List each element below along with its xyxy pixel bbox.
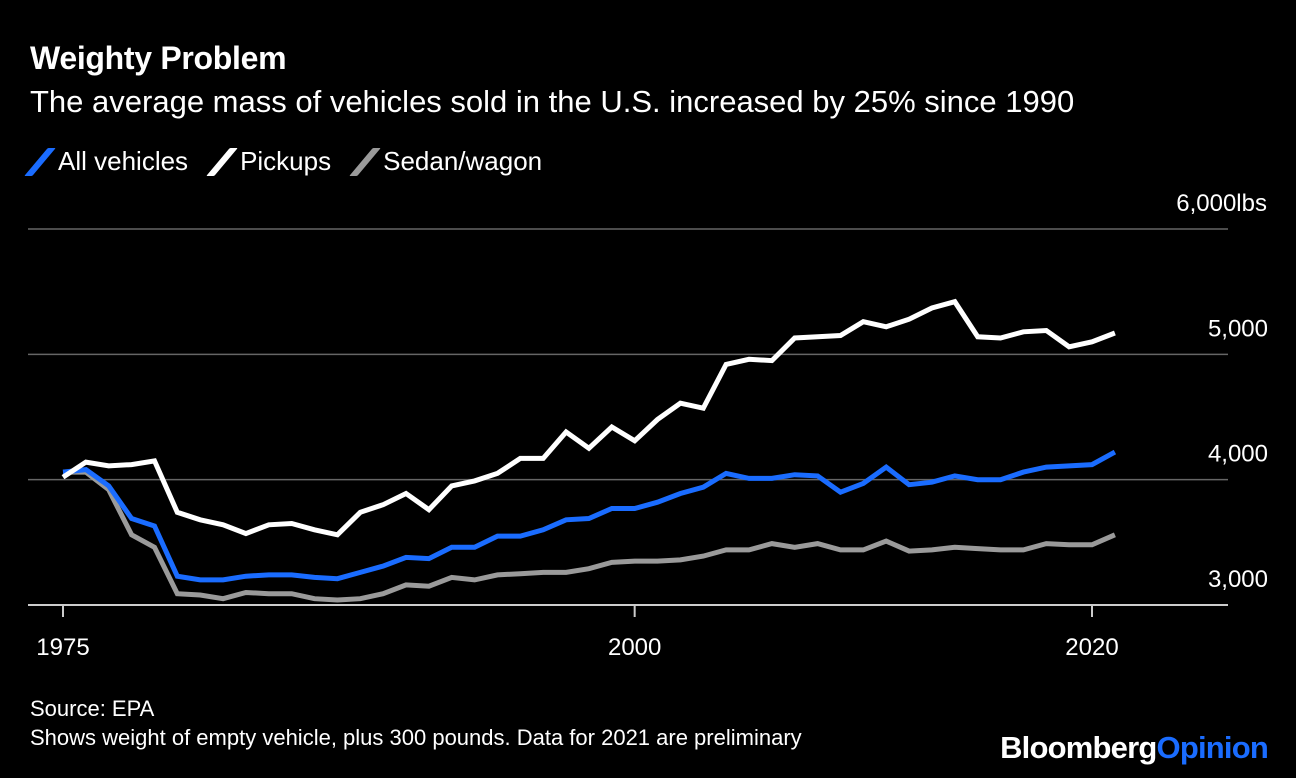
x-tick-label: 2000 <box>608 634 661 661</box>
chart-subtitle: The average mass of vehicles sold in the… <box>30 84 1075 119</box>
brand-logo: BloombergOpinion <box>1000 730 1269 765</box>
legend-label-pickups: Pickups <box>240 146 332 176</box>
y-tick-label: 5,000 <box>1208 315 1268 342</box>
source-note: Source: EPA <box>30 696 155 721</box>
series-line-pickups <box>61 298 1116 538</box>
y-tick-label: 3,000 <box>1208 566 1268 593</box>
series-line-sedan-wagon <box>63 469 1116 603</box>
footnote: Shows weight of empty vehicle, plus 300 … <box>30 725 802 750</box>
x-tick-label: 1975 <box>36 634 89 661</box>
series-line-all-vehicles <box>62 449 1117 583</box>
x-tick-label: 2020 <box>1065 634 1118 661</box>
y-tick-label: 6,000lbs <box>1176 190 1267 217</box>
legend: All vehicles Pickups Sedan/wagon <box>24 146 566 177</box>
legend-label-sedan-wagon: Sedan/wagon <box>383 146 543 176</box>
legend-item-sedan-wagon: Sedan/wagon <box>349 146 543 177</box>
legend-label-all-vehicles: All vehicles <box>58 146 189 176</box>
y-tick-label: 4,000 <box>1208 441 1268 468</box>
chart-title: Weighty Problem <box>30 40 287 76</box>
legend-item-all-vehicles: All vehicles <box>24 146 189 177</box>
legend-item-pickups: Pickups <box>206 146 332 177</box>
